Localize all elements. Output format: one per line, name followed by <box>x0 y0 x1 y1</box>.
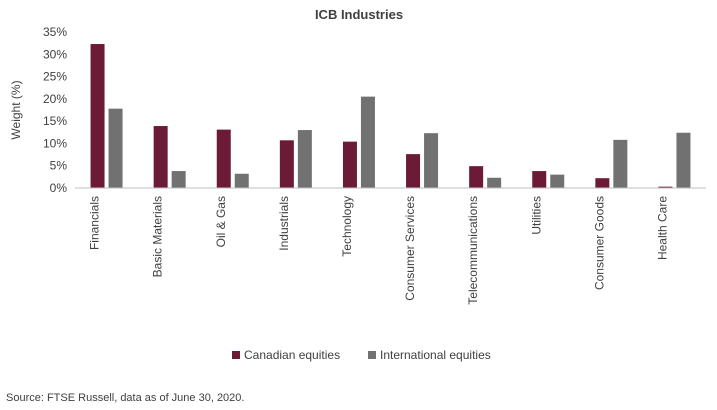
bar-canadian-6 <box>469 166 484 188</box>
category-label: Industrials <box>277 196 291 251</box>
y-tick-label: 5% <box>50 159 68 173</box>
y-axis-title: Weight (%) <box>9 80 23 139</box>
y-tick-label: 30% <box>43 47 67 61</box>
bar-international-3 <box>297 130 312 188</box>
category-label: Utilities <box>529 196 543 235</box>
bar-canadian-3 <box>279 140 294 188</box>
chart-title: ICB Industries <box>315 7 403 22</box>
bar-canadian-9 <box>658 186 673 188</box>
legend-swatch <box>232 351 240 359</box>
category-label: Consumer Services <box>403 196 417 301</box>
y-axis-ticks: 0% 5% 10% 15% 20% 25% 30% 35% <box>43 25 67 195</box>
bar-canadian-5 <box>406 154 421 188</box>
y-tick-label: 10% <box>43 136 67 150</box>
bar-international-6 <box>487 177 502 188</box>
y-tick-label: 15% <box>43 114 67 128</box>
legend-label: International equities <box>380 348 491 362</box>
bar-canadian-7 <box>532 171 547 188</box>
bar-international-0 <box>108 108 123 188</box>
bar-canadian-8 <box>595 178 610 188</box>
y-tick-label: 25% <box>43 70 67 84</box>
legend-swatch <box>368 351 376 359</box>
bar-canadian-1 <box>153 126 168 188</box>
category-label: Consumer Goods <box>592 196 606 290</box>
bar-international-8 <box>613 139 628 188</box>
source-note: Source: FTSE Russell, data as of June 30… <box>6 392 244 404</box>
bar-international-2 <box>234 173 249 188</box>
category-label: Financials <box>88 196 102 250</box>
bar-international-1 <box>171 171 186 188</box>
legend-label: Canadian equities <box>244 348 340 362</box>
bar-international-4 <box>360 96 375 188</box>
category-label: Telecommunications <box>466 196 480 305</box>
bar-international-5 <box>424 133 439 188</box>
bar-international-7 <box>550 174 565 188</box>
bars <box>90 44 691 188</box>
bar-canadian-0 <box>90 44 105 188</box>
y-tick-label: 20% <box>43 92 67 106</box>
bar-canadian-4 <box>342 141 357 188</box>
category-label: Oil & Gas <box>214 196 228 247</box>
bar-international-9 <box>676 132 691 188</box>
category-label: Health Care <box>655 196 669 260</box>
category-label: Technology <box>340 196 354 257</box>
bar-canadian-2 <box>216 129 231 188</box>
category-label: Basic Materials <box>151 196 165 277</box>
legend: Canadian equities International equities <box>232 348 491 362</box>
y-tick-label: 35% <box>43 25 67 39</box>
y-tick-label: 0% <box>50 181 68 195</box>
category-labels: Financials Basic Materials Oil & Gas Indust… <box>88 196 670 305</box>
